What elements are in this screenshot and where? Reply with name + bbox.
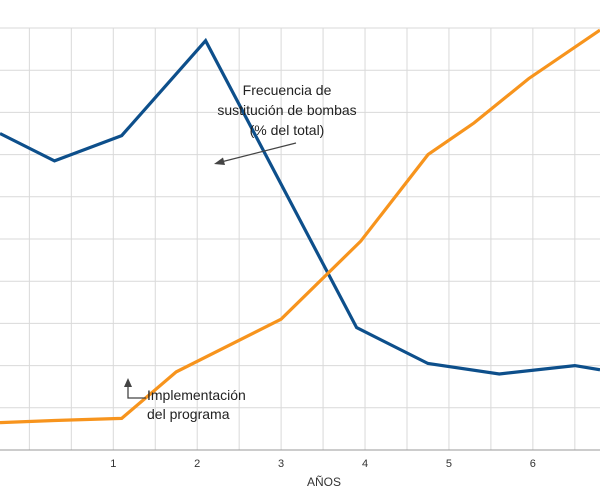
annotation-frecuencia-line-2: sustitución de bombas <box>217 102 356 118</box>
annotation-implementacion: Implementación del programa <box>124 378 246 422</box>
x-tick-label: 2 <box>194 458 200 470</box>
annotation-frecuencia-arrow-head <box>214 157 225 165</box>
annotation-frecuencia: Frecuencia de sustitución de bombas (% d… <box>214 82 357 165</box>
annotation-implementacion-arrow-head <box>124 378 132 387</box>
grid-lines <box>0 27 600 451</box>
x-tick-label: 3 <box>278 458 284 470</box>
annotation-implementacion-arrow-line <box>127 385 146 399</box>
annotation-frecuencia-line-3: (% del total) <box>250 122 325 138</box>
x-axis-title: AÑOS <box>307 475 341 489</box>
series-line-implementacion <box>0 28 600 425</box>
x-tick-label: 1 <box>110 458 116 470</box>
x-tick-label: 5 <box>446 458 452 470</box>
x-tick-label: 6 <box>530 458 536 470</box>
annotation-implementacion-line-2: del programa <box>147 406 230 422</box>
x-tick-label: 4 <box>362 458 368 470</box>
series-line-frecuencia <box>0 37 600 376</box>
annotation-frecuencia-arrow-line <box>220 142 297 163</box>
annotation-frecuencia-line-1: Frecuencia de <box>243 82 332 98</box>
x-axis-ticks: 1 2 3 4 5 6 <box>110 458 536 470</box>
annotation-implementacion-line-1: Implementación <box>147 387 246 403</box>
